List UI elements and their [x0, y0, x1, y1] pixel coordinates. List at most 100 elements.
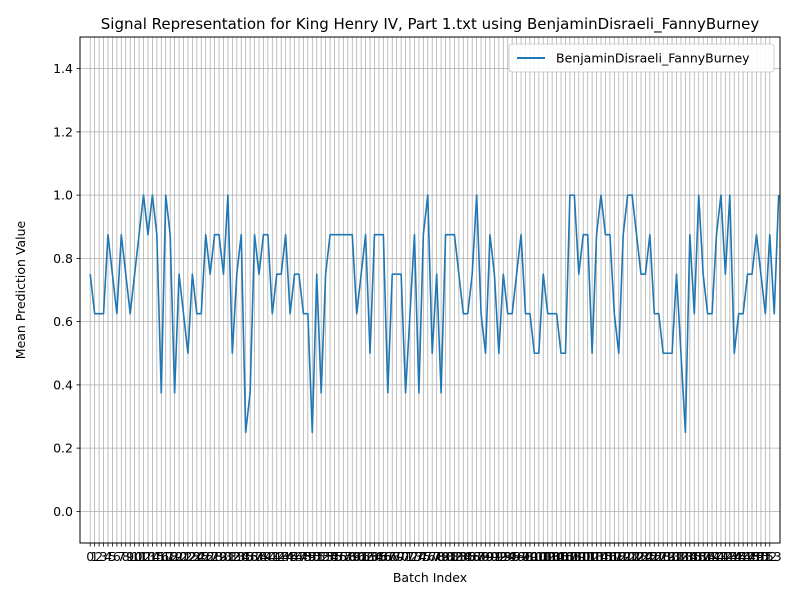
x-tick-label: 115 — [589, 549, 613, 564]
x-tick-label: 129 — [651, 549, 675, 564]
x-tick-label: 64 — [367, 549, 383, 564]
x-tick-label: 41 — [264, 549, 280, 564]
x-tick-label: 56 — [331, 549, 347, 564]
x-tick-label: 60 — [349, 549, 365, 564]
x-tick-label: 94 — [500, 549, 516, 564]
x-tick-label: 62 — [358, 549, 374, 564]
x-tick-label: 10 — [127, 549, 143, 564]
x-tick-label: 127 — [642, 549, 666, 564]
x-tick-label: 112 — [576, 549, 600, 564]
x-tick-label: 31 — [220, 549, 236, 564]
x-tick-label: 35 — [238, 549, 254, 564]
x-tick-label: 69 — [389, 549, 405, 564]
x-tick-label: 145 — [722, 549, 746, 564]
x-tick-label: 72 — [402, 549, 418, 564]
x-tick-label: 47 — [291, 549, 307, 564]
x-tick-label: 33 — [229, 549, 245, 564]
x-tick-label: 106 — [549, 549, 573, 564]
x-tick-label: 26 — [198, 549, 214, 564]
x-tick-label: 122 — [620, 549, 644, 564]
y-axis-label: Mean Prediction Value — [13, 220, 28, 359]
x-tick-label: 87 — [469, 549, 485, 564]
x-tick-label: 133 — [669, 549, 693, 564]
legend-label: BenjaminDisraeli_FannyBurney — [556, 51, 750, 66]
x-tick-label: 4 — [104, 549, 112, 564]
x-tick-label: 51 — [309, 549, 325, 564]
x-tick-label: 28 — [207, 549, 223, 564]
x-tick-label: 125 — [633, 549, 657, 564]
x-tick-label: 114 — [585, 549, 609, 564]
x-tick-label: 22 — [180, 549, 196, 564]
x-tick-label: 57 — [335, 549, 351, 564]
x-tick-label: 110 — [567, 549, 591, 564]
x-tick-label: 123 — [625, 549, 649, 564]
x-tick-label: 109 — [562, 549, 586, 564]
x-tick-label: 126 — [638, 549, 662, 564]
x-tick-label: 1 — [91, 549, 99, 564]
x-tick-label: 16 — [153, 549, 169, 564]
x-tick-label: 91 — [486, 549, 502, 564]
series-layer — [89, 194, 780, 434]
x-tick-label: 8 — [122, 549, 130, 564]
x-tick-label: 101 — [527, 549, 551, 564]
x-tick-label: 49 — [300, 549, 316, 564]
x-tick-label: 108 — [558, 549, 582, 564]
x-tick-label: 65 — [371, 549, 387, 564]
x-tick-label: 142 — [709, 549, 733, 564]
x-tick-label: 128 — [647, 549, 671, 564]
x-tick-label: 134 — [673, 549, 697, 564]
x-tick-label: 116 — [594, 549, 618, 564]
y-tick-label: 0.6 — [53, 314, 73, 329]
x-tick-label: 146 — [727, 549, 751, 564]
x-tick-label: 32 — [224, 549, 240, 564]
x-tick-label: 153 — [758, 549, 782, 564]
x-tick-label: 19 — [167, 549, 183, 564]
y-tick-label: 0.2 — [53, 441, 73, 456]
x-tick-label: 37 — [247, 549, 263, 564]
x-tick-label: 124 — [629, 549, 653, 564]
x-tick-label: 54 — [322, 549, 338, 564]
x-tick-label: 84 — [455, 549, 471, 564]
x-tick-label: 27 — [202, 549, 218, 564]
y-tick-label: 1.2 — [53, 124, 73, 139]
x-tick-label: 113 — [580, 549, 604, 564]
x-tick-label: 79 — [433, 549, 449, 564]
x-tick-label: 12 — [136, 549, 152, 564]
x-tick-label: 40 — [260, 549, 276, 564]
x-tick-label: 42 — [269, 549, 285, 564]
chart-title: Signal Representation for King Henry IV,… — [101, 15, 760, 34]
x-tick-label: 53 — [318, 549, 334, 564]
x-tick-label: 6 — [113, 549, 121, 564]
x-tick-label: 75 — [415, 549, 431, 564]
x-tick-label: 131 — [660, 549, 684, 564]
x-tick-label: 78 — [429, 549, 445, 564]
x-tick-label: 46 — [287, 549, 303, 564]
x-tick-label: 7 — [117, 549, 125, 564]
x-tick-label: 86 — [464, 549, 480, 564]
x-tick-label: 98 — [518, 549, 534, 564]
plot-frame — [79, 36, 781, 544]
x-tick-label: 39 — [255, 549, 271, 564]
x-tick-label: 117 — [598, 549, 622, 564]
x-tick-label: 63 — [362, 549, 378, 564]
x-tick-label: 14 — [144, 549, 160, 564]
x-tick-label: 103 — [536, 549, 560, 564]
x-tick-label: 140 — [700, 549, 724, 564]
y-tick-label: 0.0 — [53, 504, 73, 519]
legend: BenjaminDisraeli_FannyBurney — [508, 43, 775, 73]
x-tick-label: 44 — [278, 549, 294, 564]
x-tick-label: 83 — [451, 549, 467, 564]
x-tick-label: 148 — [736, 549, 760, 564]
x-axis-label: Batch Index — [393, 570, 467, 585]
x-tick-label: 48 — [295, 549, 311, 564]
x-tick-label: 2 — [95, 549, 103, 564]
x-tick-label: 0 — [86, 549, 94, 564]
x-tick-label: 89 — [478, 549, 494, 564]
x-tick-label: 17 — [158, 549, 174, 564]
y-tick-label: 0.4 — [53, 377, 73, 392]
x-tick-label: 5 — [108, 549, 116, 564]
x-tick-label: 59 — [344, 549, 360, 564]
x-tick-label: 45 — [282, 549, 298, 564]
